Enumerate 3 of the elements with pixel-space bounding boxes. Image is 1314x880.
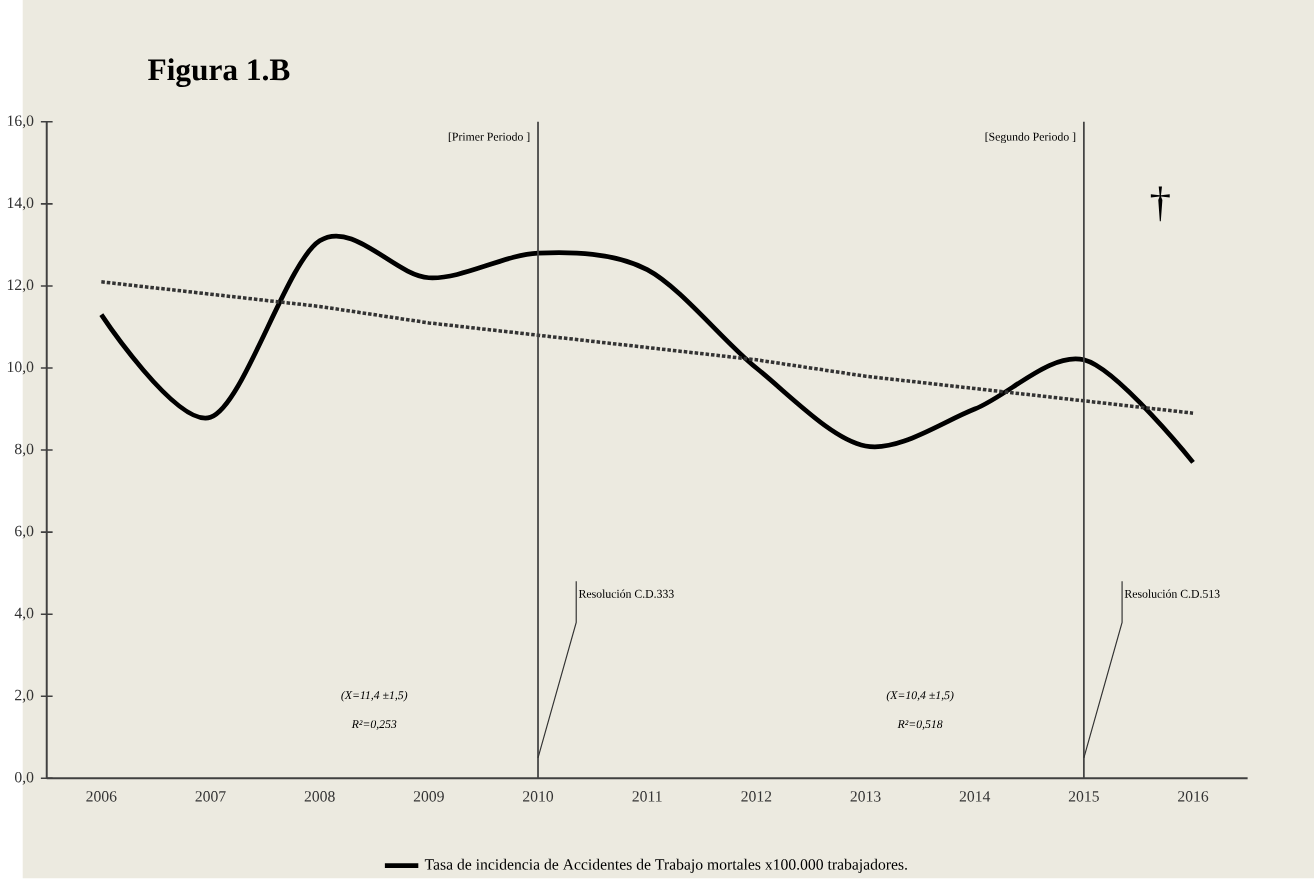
annotation: † xyxy=(1150,186,1170,222)
chart-title: Figura 1.B xyxy=(148,58,290,87)
line-series xyxy=(99,279,1195,415)
